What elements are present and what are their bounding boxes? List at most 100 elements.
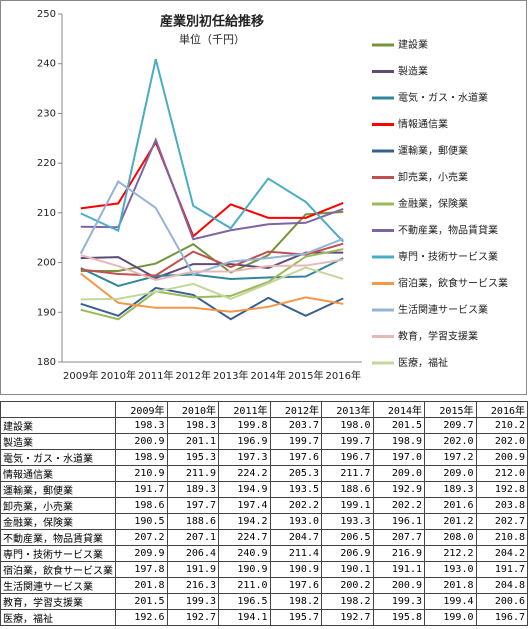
table-cell: 224.7 xyxy=(218,529,271,546)
legend-label: 金融業，保険業 xyxy=(398,197,468,210)
table-cell: 198.2 xyxy=(269,593,322,610)
table-cell: 197.4 xyxy=(218,497,271,514)
table-row: 教育，学習支援業 201.5 199.3 196.5 198.2 198.2 199.3 19… xyxy=(0,593,528,610)
table-cell: 199.7 xyxy=(321,433,374,450)
table-cell: 198.2 xyxy=(321,593,374,610)
table-cell: 198.6 xyxy=(115,497,168,514)
table-cell: 200.6 xyxy=(475,593,528,610)
table-cell: 2010年 xyxy=(166,401,219,418)
table-row: 不動産業，物品賃貸業 207.2 207.1 224.7 204.7 206.5 207.7… xyxy=(0,529,528,546)
table-row: 2009年 2010年 2011年 2012年 2013年 2014年 2015年 2016年 xyxy=(0,401,528,418)
table-cell: 211.9 xyxy=(166,465,219,482)
table-cell: 193.0 xyxy=(269,513,322,530)
table-cell: 196.9 xyxy=(218,433,271,450)
table-cell: 211.0 xyxy=(218,577,271,594)
table-cell: 201.5 xyxy=(372,417,425,434)
table-cell: 204.7 xyxy=(269,529,322,546)
table-cell: 運輸業，郵便業 xyxy=(0,481,116,498)
table-cell xyxy=(0,401,116,418)
table-cell: 197.6 xyxy=(269,577,322,594)
legend-label: 電気・ガス・水道業 xyxy=(398,91,488,104)
table-cell: 199.7 xyxy=(269,433,322,450)
table-cell: 2013年 xyxy=(321,401,374,418)
series-line xyxy=(80,58,344,243)
table-row: 建設業 198.3 198.3 199.8 203.7 198.0 201.5 209.7 21… xyxy=(0,417,528,434)
x-tick-label: 2013年 xyxy=(213,369,248,382)
table-cell: 199.3 xyxy=(166,593,219,610)
table-cell: 不動産業，物品賃貸業 xyxy=(0,529,116,546)
table-cell: 198.3 xyxy=(166,417,219,434)
table-cell: 199.1 xyxy=(321,497,374,514)
table-row: 専門・技術サービス業 209.9 206.4 240.9 211.4 206.9 216.9… xyxy=(0,545,528,562)
table-cell: 202.2 xyxy=(372,497,425,514)
table-cell: 190.9 xyxy=(269,561,322,578)
table-row: 生活関連サービス業 201.8 216.3 211.0 197.6 200.2 200.9 2… xyxy=(0,577,528,594)
table-cell: 196.7 xyxy=(321,449,374,466)
table-cell: 216.9 xyxy=(372,545,425,562)
table-cell: 情報通信業 xyxy=(0,465,116,482)
table-cell: 196.1 xyxy=(372,513,425,530)
table-cell: 197.6 xyxy=(269,449,322,466)
table-cell: 197.2 xyxy=(424,449,477,466)
table-cell: 207.1 xyxy=(166,529,219,546)
table-cell: 190.5 xyxy=(115,513,168,530)
legend-label: 教育，学習支援業 xyxy=(398,330,478,343)
table-cell: 195.7 xyxy=(269,609,322,626)
chart-frame xyxy=(0,0,527,395)
table-cell: 208.0 xyxy=(424,529,477,546)
x-tick-label: 2009年 xyxy=(63,369,98,382)
table-cell: 199.3 xyxy=(372,593,425,610)
y-tick-label: 210 xyxy=(37,208,56,219)
y-tick-label: 250 xyxy=(37,9,56,20)
table-cell: 宿泊業，飲食サービス業 xyxy=(0,561,116,578)
table-cell: 209.0 xyxy=(424,465,477,482)
table-cell: 生活関連サービス業 xyxy=(0,577,116,594)
table-cell: 196.5 xyxy=(218,593,271,610)
table-cell: 240.9 xyxy=(218,545,271,562)
table-cell: 211.4 xyxy=(269,545,322,562)
legend-label: 不動産業，物品賃貸業 xyxy=(398,224,498,237)
table-cell: 192.7 xyxy=(166,609,219,626)
x-tick-label: 2011年 xyxy=(138,369,173,382)
data-table: 2009年 2010年 2011年 2012年 2013年 2014年 2015年 2016年… xyxy=(0,401,528,626)
x-tick-label: 2015年 xyxy=(288,369,323,382)
table-cell: 200.9 xyxy=(115,433,168,450)
table-cell: 211.7 xyxy=(321,465,374,482)
table-cell: 教育，学習支援業 xyxy=(0,593,116,610)
table-cell: 195.3 xyxy=(166,449,219,466)
table-cell: 210.9 xyxy=(115,465,168,482)
table-cell: 192.9 xyxy=(372,481,425,498)
series-line xyxy=(80,137,344,241)
chart-subtitle: 単位（千円） xyxy=(179,32,245,46)
table-cell: 2016年 xyxy=(475,401,528,418)
table-cell: 188.6 xyxy=(321,481,374,498)
table-cell: 200.2 xyxy=(321,577,374,594)
series-line xyxy=(79,180,344,276)
table-cell: 193.3 xyxy=(321,513,374,530)
table-cell: 191.7 xyxy=(115,481,168,498)
table-cell: 201.1 xyxy=(166,433,219,450)
table-row: 情報通信業 210.9 211.9 224.2 205.3 211.7 209.0 209.0… xyxy=(0,465,528,482)
table-cell: 198.0 xyxy=(321,417,374,434)
table-row: 医療，福祉 192.6 192.7 194.1 195.7 192.7 195.8 199.0… xyxy=(0,609,528,626)
table-cell: 199.0 xyxy=(424,609,477,626)
series-line xyxy=(80,257,344,287)
table-cell: 195.8 xyxy=(372,609,425,626)
x-tick-label: 2010年 xyxy=(101,369,136,382)
table-cell: 204.2 xyxy=(475,545,528,562)
legend-label: 運輸業，郵便業 xyxy=(398,144,468,157)
legend-label: 医療，福祉 xyxy=(398,356,448,369)
table-cell: 204.8 xyxy=(475,577,528,594)
x-tick-label: 2012年 xyxy=(176,369,211,382)
y-tick-label: 190 xyxy=(37,307,56,318)
chart: 産業別初任給推移 単位（千円） 180 190 200 210 220 230 240 250… xyxy=(0,0,527,395)
table-cell: 製造業 xyxy=(0,433,116,450)
table-cell: 197.0 xyxy=(372,449,425,466)
table-cell: 2015年 xyxy=(424,401,477,418)
table-row: 電気・ガス・水道業 198.9 195.3 197.3 197.6 196.7 197.0 1… xyxy=(0,449,528,466)
legend-label: 宿泊業，飲食サービス業 xyxy=(398,277,508,290)
series-line xyxy=(80,266,344,301)
table-cell: 203.8 xyxy=(475,497,528,514)
table-cell: 建設業 xyxy=(0,417,116,434)
